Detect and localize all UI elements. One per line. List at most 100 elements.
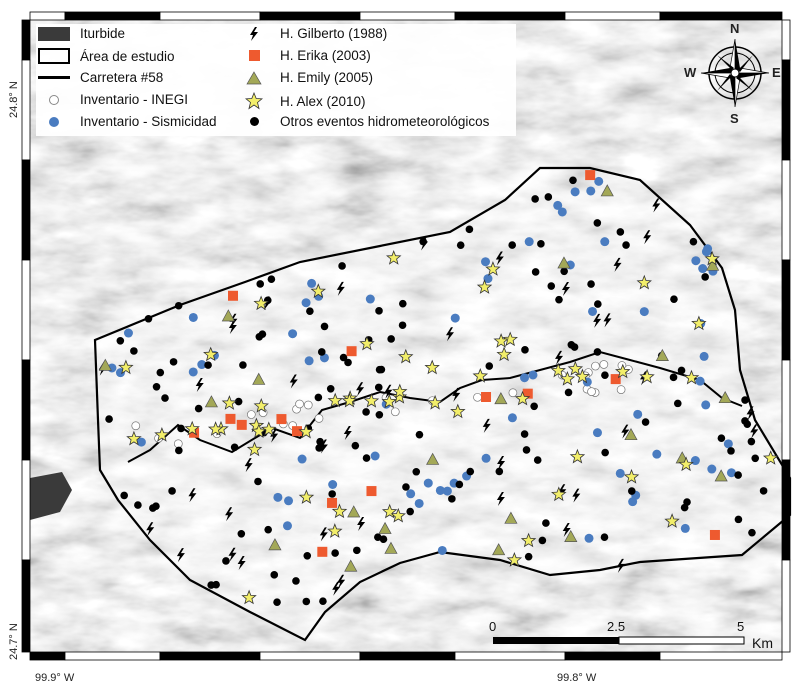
otros-eventos-point [670, 295, 678, 303]
otros-eventos-point [144, 314, 153, 323]
alex-star-mark [550, 362, 566, 378]
frame-segment [21, 459, 31, 561]
legend-item-erika: H. Erika (2003) [236, 48, 371, 63]
alex-star-mark [664, 513, 680, 528]
otros-eventos-point [616, 228, 625, 236]
black-circle-icon [249, 117, 259, 126]
frame-segment [159, 11, 261, 21]
alex-star-mark [559, 370, 576, 386]
sismicidad-point [680, 523, 690, 533]
erika-square-mark [291, 426, 302, 437]
otros-eventos-point [258, 330, 267, 338]
scale-unit: Km [752, 635, 773, 651]
legend-label: Otros eventos hidrometeorológicos [280, 114, 490, 129]
inegi-point [599, 360, 609, 369]
alex-star-mark [184, 420, 200, 436]
otros-eventos-point [530, 402, 538, 411]
otros-eventos-point [465, 225, 474, 234]
otros-eventos-point [375, 410, 384, 419]
alex-star-mark [241, 589, 257, 605]
otros-eventos-point [256, 280, 265, 288]
otros-eventos-point [362, 454, 371, 462]
sismicidad-point [450, 313, 460, 323]
alex-star-mark [704, 250, 720, 266]
otros-eventos-point [306, 307, 314, 315]
otros-eventos-point [237, 529, 246, 538]
alex-star-mark [520, 532, 537, 548]
frame-segment [21, 359, 31, 461]
sismicidad-point [483, 274, 493, 284]
sismicidad-point [690, 456, 700, 466]
gilberto-lightning-mark [603, 313, 612, 328]
emily-triangle-mark [492, 543, 506, 556]
alex-star-mark [691, 315, 707, 331]
iturbide-area [30, 472, 72, 520]
gilberto-lightning-mark [452, 387, 461, 402]
legend-label: H. Gilberto (1988) [280, 26, 388, 41]
sismicidad-point [615, 468, 625, 478]
otros-eventos-point [456, 241, 465, 249]
alex-star-mark [386, 249, 402, 265]
alex-star-mark [221, 395, 238, 410]
alex-star-mark [154, 426, 170, 442]
sismicidad-point [707, 464, 717, 474]
otros-eventos-point [717, 434, 726, 442]
sismicidad-point [188, 367, 198, 377]
legend-item-inegi: Inventario - INEGI [36, 92, 188, 107]
alex-star-mark [424, 359, 440, 375]
emily-triangle-mark [426, 452, 440, 465]
blue-circle-icon [49, 116, 59, 127]
alex-star-mark [639, 368, 655, 384]
legend-label: Inventario - INEGI [80, 92, 189, 107]
otros-eventos-point [538, 536, 547, 545]
otros-eventos-point [326, 384, 335, 393]
lon-label-right: 99.8° W [557, 672, 597, 684]
alex-star-mark [683, 369, 700, 385]
otros-eventos-point [362, 408, 370, 416]
frame-segment [781, 59, 791, 161]
gilberto-lightning-mark [593, 313, 602, 328]
alex-star-mark [514, 390, 531, 406]
alex-star-mark [359, 335, 375, 351]
frame-segment [781, 359, 791, 461]
otros-eventos-point [130, 347, 138, 355]
lat-label-top: 24.8° N [8, 81, 20, 118]
otros-eventos-point [319, 597, 327, 606]
inegi-point [246, 410, 256, 419]
gilberto-lightning-mark [195, 377, 204, 392]
otros-eventos-point [254, 477, 262, 486]
alex-star-mark [331, 503, 348, 519]
alex-star-mark [392, 383, 408, 399]
alex-star-mark [203, 346, 219, 362]
sismicidad-point [365, 294, 375, 304]
otros-eventos-point [495, 467, 504, 476]
sismicidad-point [437, 545, 447, 555]
erika-square-mark [709, 529, 720, 540]
alex-star-mark [636, 274, 652, 290]
otros-eventos-point [134, 501, 142, 509]
otros-eventos-point [273, 598, 281, 606]
gilberto-lightning-mark [621, 424, 630, 439]
sismicidad-point [586, 186, 596, 196]
otros-eventos-point [466, 467, 475, 476]
sismicidad-point [520, 373, 530, 383]
erika-square-mark [366, 486, 377, 497]
otros-eventos-point [168, 487, 176, 495]
otros-eventos-point [741, 396, 749, 404]
inegi-point [131, 421, 141, 431]
alex-star-mark [485, 261, 501, 276]
inegi-point [587, 387, 596, 396]
gilberto-lightning-mark [750, 424, 759, 439]
gilberto-lightning-mark [572, 488, 581, 503]
otros-eventos-point [331, 549, 339, 557]
frame-segment [564, 11, 661, 21]
legend-item-emily: H. Emily (2005) [236, 70, 373, 85]
otros-eventos-point [344, 358, 352, 367]
alex-star-mark [476, 279, 493, 294]
sismicidad-point [304, 356, 314, 366]
alex-star-mark [118, 359, 134, 375]
scale-bar [493, 636, 745, 645]
sismicidad-point [297, 454, 307, 464]
otros-eventos-point [314, 393, 323, 402]
otros-eventos-point [161, 394, 169, 402]
